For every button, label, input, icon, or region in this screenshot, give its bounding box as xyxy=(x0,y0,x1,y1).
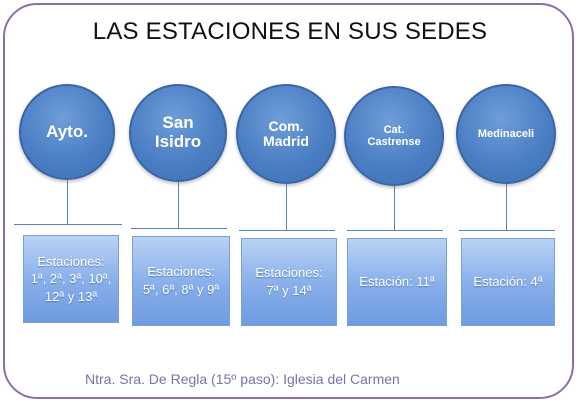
venue-name: Cat. Castrense xyxy=(367,123,421,148)
venue-name: San Isidro xyxy=(154,113,202,151)
stations-box-cat-castrense: Estación: 11ª xyxy=(347,238,447,326)
connector-line xyxy=(286,184,287,230)
stations-box-ayto: Estaciones: 1ª, 2ª, 3ª, 10ª, 12ª y 13ª xyxy=(23,235,119,323)
stations-text: Estación: 11ª xyxy=(359,274,435,290)
connector-line xyxy=(394,186,395,230)
connector-line xyxy=(178,182,179,228)
venue-circle-san-isidro: San Isidro xyxy=(129,84,227,182)
stations-box-san-isidro: Estaciones: 5ª, 6ª, 8ª y 9ª xyxy=(132,236,230,326)
stations-box-medinaceli: Estación: 4ª xyxy=(461,238,555,326)
connector-bar xyxy=(239,230,335,231)
stations-box-com-madrid: Estaciones: 7ª y 14ª xyxy=(241,238,337,326)
connector-bar xyxy=(347,230,443,231)
diagram-title: LAS ESTACIONES EN SUS SEDES xyxy=(92,18,488,45)
venue-column-medinaceli: Medinaceli Estación: 4ª xyxy=(453,0,573,405)
venue-column-cat-castrense: Cat. Castrense Estación: 11ª xyxy=(343,0,463,405)
connector-bar xyxy=(459,230,555,231)
venue-circle-ayto: Ayto. xyxy=(19,84,115,180)
venue-name: Ayto. xyxy=(46,121,88,141)
venue-column-san-isidro: San Isidro Estaciones: 5ª, 6ª, 8ª y 9ª xyxy=(125,0,245,405)
venue-circle-cat-castrense: Cat. Castrense xyxy=(344,86,444,186)
diagram-frame xyxy=(3,3,574,399)
venue-circle-com-madrid: Com. Madrid xyxy=(236,84,336,184)
stations-text: Estaciones: 5ª, 6ª, 8ª y 9ª xyxy=(142,264,220,297)
footer-note: Ntra. Sra. De Regla (15º paso): Iglesia … xyxy=(85,371,400,387)
venue-circle-medinaceli: Medinaceli xyxy=(456,84,556,184)
connector-line xyxy=(506,184,507,230)
venue-column-com-madrid: Com. Madrid Estaciones: 7ª y 14ª xyxy=(233,0,353,405)
stations-text: Estaciones: 7ª y 14ª xyxy=(255,265,323,298)
stations-text: Estación: 4ª xyxy=(473,274,543,290)
venue-column-ayto: Ayto. Estaciones: 1ª, 2ª, 3ª, 10ª, 12ª y… xyxy=(14,0,134,405)
venue-name: Medinaceli xyxy=(477,127,535,140)
connector-line xyxy=(67,180,68,224)
connector-bar xyxy=(131,228,227,229)
connector-bar xyxy=(14,224,122,225)
venue-name: Com. Madrid xyxy=(263,117,309,149)
stations-text: Estaciones: 1ª, 2ª, 3ª, 10ª, 12ª y 13ª xyxy=(30,253,112,304)
